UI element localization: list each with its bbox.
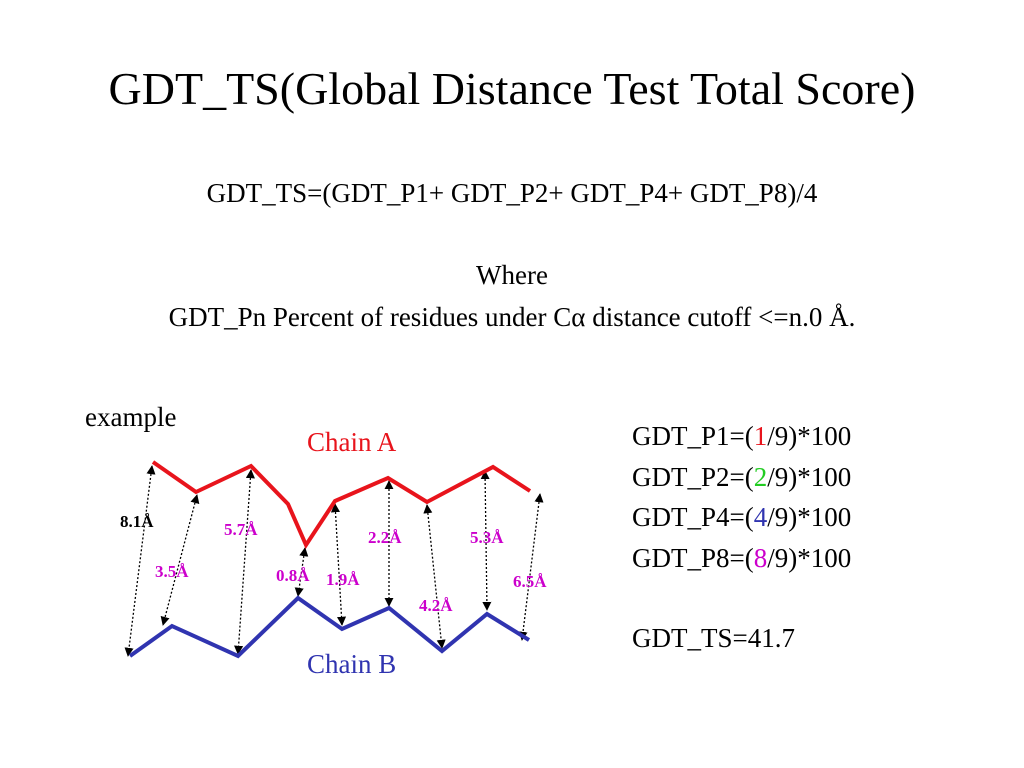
distance-arrow: [423, 504, 446, 649]
result-p4-count: 4: [753, 502, 768, 532]
results-panel: GDT_P1=(1/9)*100 GDT_P2=(2/9)*100 GDT_P4…: [632, 416, 851, 659]
distance-arrow: [160, 494, 200, 626]
chain-a-label: Chain A: [307, 427, 397, 457]
distance-label: 8.1Å: [120, 512, 154, 531]
distance-label: 6.5Å: [513, 572, 547, 591]
distance-arrow: [518, 493, 544, 641]
distance-arrow: [234, 469, 255, 655]
distance-arrow: [124, 465, 156, 657]
distance-label: 4.2Å: [419, 596, 453, 615]
definition-suffix: distance cutoff <=n.0 Å.: [585, 302, 856, 332]
distance-label: 3.5Å: [155, 562, 189, 581]
chain-a-line: [151, 460, 532, 550]
result-p8-count: 8: [753, 542, 768, 573]
distance-label: 1.9Å: [326, 570, 360, 589]
distance-arrows: [124, 465, 544, 657]
gdt-ts-total: GDT_TS=41.7: [632, 623, 795, 653]
result-p8: GDT_P8=(8/9)*100: [632, 542, 852, 573]
example-label: example: [85, 402, 177, 432]
gdt-pn-definition: GDT_Pn Percent of residues under Cα dist…: [0, 300, 1024, 334]
result-p1-count: 1: [753, 421, 768, 451]
result-p1: GDT_P1=(1/9)*100: [632, 421, 852, 451]
result-p2: GDT_P2=(2/9)*100: [632, 461, 852, 492]
distance-label: 5.7Å: [224, 520, 258, 539]
slide-title: GDT_TS(Global Distance Test Total Score): [108, 63, 916, 114]
distance-labels: 8.1Å 3.5Å 5.7Å 0.8Å 1.9Å 2.2Å 4.2Å 5.3Å 6.5Å: [120, 512, 547, 615]
gdt-ts-formula: GDT_TS=(GDT_P1+ GDT_P2+ GDT_P4+ GDT_P8)/…: [206, 178, 818, 208]
distance-label: 0.8Å: [276, 566, 310, 585]
chain-b-line: [128, 595, 531, 659]
chain-b-label: Chain B: [307, 649, 397, 679]
distance-arrow: [330, 503, 347, 626]
where-label: Where: [476, 260, 548, 290]
result-p2-count: 2: [753, 461, 768, 492]
result-p4: GDT_P4=(4/9)*100: [632, 502, 852, 532]
distance-arrow: [294, 547, 309, 597]
distance-arrow: [480, 470, 492, 611]
distance-label: 2.2Å: [368, 528, 402, 547]
alpha-symbol: α: [571, 302, 586, 332]
definition-prefix: GDT_Pn Percent of residues under C: [168, 302, 572, 332]
distance-label: 5.3Å: [470, 528, 504, 547]
